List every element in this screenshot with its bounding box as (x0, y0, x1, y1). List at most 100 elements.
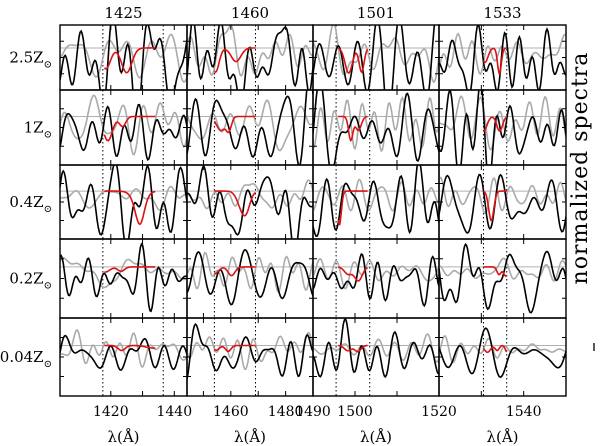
model-spectrum-line (60, 94, 187, 156)
x-label-1533: λ(Å) (486, 428, 518, 446)
column-title-1501: 1501 (357, 4, 395, 22)
observed-spectrum-line (313, 165, 439, 237)
column-titles: 1425 1460 1501 1533 (104, 4, 521, 22)
template-fit-line (213, 344, 256, 353)
template-fit-line (337, 47, 369, 74)
panel-1533-3 (438, 238, 567, 319)
tick-label-1460: 1460 (213, 404, 249, 420)
model-spectrum-line (187, 179, 313, 210)
row-label-3: 0.2Z⊙ (9, 270, 52, 292)
model-spectrum-line (313, 25, 439, 84)
observed-spectrum-line (187, 165, 313, 239)
observed-spectrum-line (60, 25, 187, 90)
panel-1460-2 (186, 164, 314, 240)
observed-spectrum-line (439, 327, 566, 378)
model-spectrum-line (60, 328, 187, 369)
template-fit-line (337, 190, 368, 226)
row-label-4: 0.04Z⊙ (0, 348, 52, 370)
x-label-1460: λ(Å) (234, 428, 266, 446)
template-fit-line (483, 190, 507, 222)
observed-spectrum-line (60, 165, 187, 239)
column-title-1425: 1425 (104, 4, 142, 22)
y-axis-label: normalized spectra (568, 52, 593, 285)
panel-1425-3 (59, 238, 188, 319)
model-spectrum-line (439, 176, 566, 215)
row-labels: 2.5Z⊙ 1Z⊙ 0.4Z⊙ 0.2Z⊙ 0.04Z⊙ (0, 49, 52, 371)
model-spectrum-line (313, 257, 439, 290)
panel-1501-0 (312, 24, 440, 91)
row-label-0: 2.5Z⊙ (9, 49, 52, 71)
tick-label-1520: 1520 (421, 404, 457, 420)
template-fit-line (338, 115, 368, 142)
panel-1533-2 (438, 164, 567, 240)
template-fit-line (483, 266, 508, 277)
observed-spectrum-line (439, 25, 566, 90)
template-fit-line (103, 115, 156, 142)
template-fit-line (483, 116, 508, 132)
model-spectrum-line (187, 251, 313, 294)
x-label-1425: λ(Å) (107, 428, 139, 446)
template-fit-line (104, 344, 156, 352)
template-fit-line (104, 190, 156, 226)
template-fit-line (482, 47, 507, 75)
template-fit-line (213, 47, 256, 74)
tick-label-1480: 1480 (268, 404, 304, 420)
observed-spectrum-line (60, 334, 187, 371)
panel-1533-1 (438, 89, 567, 166)
model-spectrum-line (313, 96, 439, 153)
observed-spectrum-line (439, 173, 566, 234)
panel-1501-2 (312, 164, 440, 240)
x-label-1501: λ(Å) (360, 428, 392, 446)
template-fit-line (214, 266, 256, 277)
panels (59, 24, 567, 397)
template-fit-line (482, 344, 508, 354)
model-spectrum-line (187, 99, 313, 152)
model-spectrum-line (60, 33, 187, 83)
observed-spectrum-line (313, 25, 436, 90)
row-label-1: 1Z⊙ (24, 119, 52, 141)
panel-1425-0 (59, 24, 188, 91)
model-spectrum-line (313, 332, 439, 363)
panel-1533-4 (438, 317, 567, 397)
observed-spectrum-line (439, 242, 566, 314)
template-fit-line (214, 190, 257, 217)
template-fit-line (103, 47, 156, 74)
model-spectrum-line (187, 25, 313, 77)
panel-1425-4 (59, 317, 188, 397)
observed-spectrum-line (60, 242, 187, 313)
observed-spectrum-line (439, 90, 566, 165)
model-spectrum-line (313, 178, 439, 212)
model-spectrum-line (60, 257, 187, 289)
template-fit-line (337, 266, 368, 282)
tick-label-1440: 1440 (156, 404, 192, 420)
column-title-1533: 1533 (483, 4, 521, 22)
observed-spectrum-line (313, 318, 439, 378)
tick-label-1540: 1540 (506, 404, 542, 420)
panel-frame (438, 164, 567, 240)
panel-1425-2 (59, 164, 188, 240)
observed-spectrum-line (187, 25, 313, 90)
panel-1501-1 (312, 89, 440, 166)
template-fit-line (104, 266, 156, 273)
tick-label-1500: 1500 (337, 404, 373, 420)
panel-frame (312, 238, 440, 319)
panel-1460-4 (186, 317, 314, 397)
panel-1533-0 (438, 24, 567, 91)
tick-label-1420: 1420 (93, 404, 129, 420)
template-fit-line (338, 344, 368, 353)
observed-spectrum-line (187, 90, 313, 165)
observed-spectrum-line (60, 103, 187, 162)
model-spectrum-line (60, 185, 187, 211)
observed-spectrum-line (313, 90, 439, 165)
model-spectrum-line (439, 95, 566, 151)
panel-1460-3 (186, 238, 314, 319)
observed-spectrum-line (313, 253, 439, 308)
panel-1501-4 (312, 317, 440, 397)
column-title-1460: 1460 (231, 4, 269, 22)
row-label-2: 0.4Z⊙ (9, 193, 52, 215)
panel-1501-3 (312, 238, 440, 319)
panel-1425-1 (59, 89, 188, 166)
panel-1460-0 (186, 24, 314, 91)
model-spectrum-line (439, 335, 566, 364)
